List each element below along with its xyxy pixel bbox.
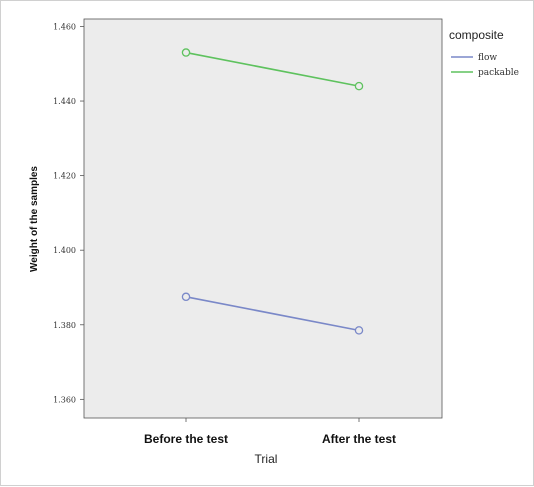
y-tick-label: 1.360 xyxy=(53,395,76,404)
data-point-flow xyxy=(354,326,364,335)
y-tick-label: 1.380 xyxy=(53,321,76,330)
series-layer xyxy=(181,48,364,335)
legend: composite flow packable xyxy=(449,28,519,78)
y-tick-label: 1.460 xyxy=(53,22,76,31)
legend-items: flow packable xyxy=(451,53,519,78)
x-axis: Before the test After the test xyxy=(144,418,396,446)
series-line-packable xyxy=(185,51,360,87)
y-axis-title: Weight of the samples xyxy=(29,166,40,272)
y-tick-label: 1.400 xyxy=(53,246,76,255)
x-axis-title: Trial xyxy=(255,452,278,466)
y-tick-label: 1.420 xyxy=(53,172,76,181)
plot-area xyxy=(83,18,443,419)
data-point-packable xyxy=(181,48,191,57)
x-tick-label: After the test xyxy=(322,432,396,446)
data-point-flow xyxy=(181,292,191,302)
y-axis: 1.460 1.440 1.420 1.400 1.380 1.360 xyxy=(53,22,84,404)
series-line-flow xyxy=(185,296,360,332)
x-tick-label: Before the test xyxy=(144,432,228,446)
legend-title: composite xyxy=(449,28,504,42)
data-point-packable xyxy=(354,81,364,91)
legend-label-flow: flow xyxy=(478,53,497,63)
y-tick-label: 1.440 xyxy=(53,97,76,106)
legend-label-packable: packable xyxy=(478,68,519,78)
